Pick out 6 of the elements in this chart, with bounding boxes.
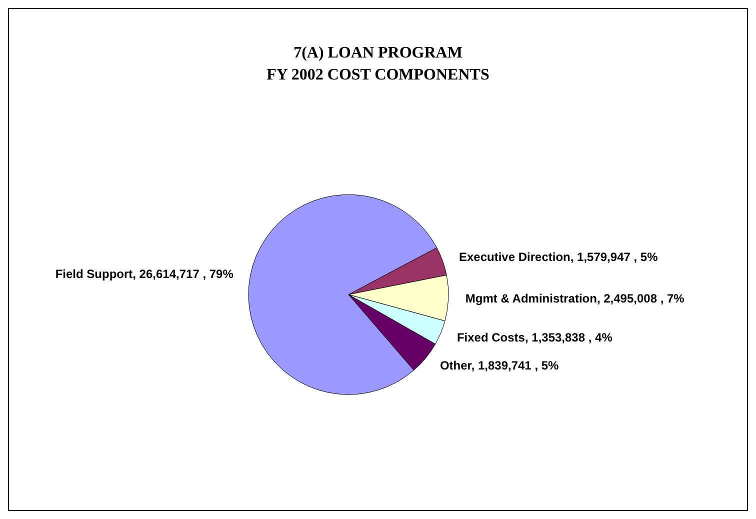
- slice-label: Executive Direction, 1,579,947 , 5%: [458, 250, 658, 264]
- chart-title: 7(A) LOAN PROGRAM FY 2002 COST COMPONENTS: [266, 44, 490, 84]
- slice-label: Mgmt & Administration, 2,495,008 , 7%: [465, 292, 685, 306]
- slice-label: Field Support, 26,614,717 , 79%: [55, 266, 234, 281]
- slice-label: Fixed Costs, 1,353,838 , 4%: [456, 330, 613, 344]
- slice-label: Other, 1,839,741 , 5%: [440, 358, 560, 373]
